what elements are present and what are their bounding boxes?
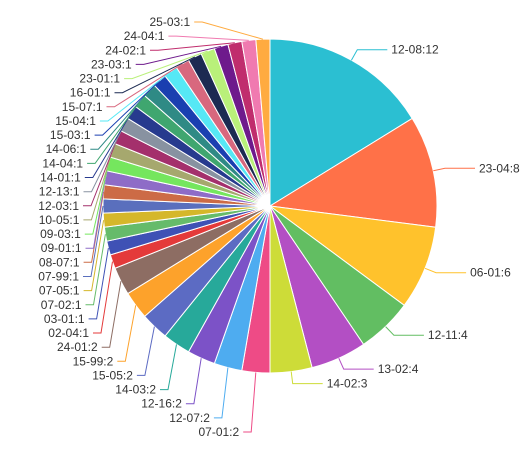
pie-label-14-04: 14-04:1 bbox=[42, 156, 83, 170]
pie-label-07-02: 07-02:1 bbox=[41, 298, 82, 312]
pie-label-02-04: 02-04:1 bbox=[48, 326, 89, 340]
leader-line-12-03 bbox=[83, 137, 119, 207]
pie-label-25-03: 25-03:1 bbox=[149, 15, 190, 29]
leader-line-09-01 bbox=[85, 177, 106, 249]
pie-leader-lines bbox=[83, 21, 475, 433]
leader-line-14-02 bbox=[290, 371, 323, 385]
pie-label-23-01: 23-01:1 bbox=[79, 72, 120, 86]
leader-line-15-07 bbox=[106, 63, 183, 108]
pie-label-07-05: 07-05:1 bbox=[39, 284, 80, 298]
pie-label-07-99: 07-99:1 bbox=[38, 270, 79, 284]
pie-label-10-05: 10-05:1 bbox=[39, 213, 80, 227]
pie-label-12-03: 12-03:1 bbox=[38, 199, 79, 213]
pie-label-12-07: 12-07:2 bbox=[169, 411, 210, 425]
leader-line-25-03 bbox=[194, 21, 264, 40]
pie-label-23-03: 23-03:1 bbox=[91, 57, 132, 71]
pie-label-12-16: 12-16:2 bbox=[141, 397, 182, 411]
leader-line-15-99 bbox=[117, 305, 137, 362]
pie-labels: 12-08:12 23-04:8 06-01:6 12-11:4 13-02:4 14-0… bbox=[38, 15, 520, 439]
leader-line-15-03 bbox=[94, 80, 161, 136]
leader-line-14-04 bbox=[87, 100, 141, 164]
pie-label-15-05: 15-05:2 bbox=[92, 368, 133, 382]
leader-line-14-03 bbox=[160, 344, 177, 391]
leader-line-23-03 bbox=[135, 45, 222, 65]
pie-label-12-11: 12-11:4 bbox=[428, 328, 468, 342]
leader-line-06-01 bbox=[424, 267, 467, 274]
pie-label-23-04: 23-04:8 bbox=[479, 161, 520, 175]
pie-label-15-99: 15-99:2 bbox=[73, 354, 114, 368]
leader-line-02-04 bbox=[93, 261, 113, 334]
leader-line-12-07 bbox=[213, 367, 229, 419]
leader-line-09-03 bbox=[84, 163, 109, 235]
pie-label-15-03: 15-03:1 bbox=[50, 128, 91, 142]
leader-line-24-01 bbox=[101, 281, 122, 348]
pie-label-09-01: 09-01:1 bbox=[41, 241, 82, 255]
leader-line-23-01 bbox=[124, 50, 208, 80]
pie-label-14-03: 14-03:2 bbox=[115, 383, 156, 397]
pie-label-12-13: 12-13:1 bbox=[39, 185, 80, 199]
pie-label-16-01: 16-01:1 bbox=[70, 86, 111, 100]
pie-label-24-04: 24-04:1 bbox=[124, 29, 165, 43]
leader-line-23-04 bbox=[433, 167, 475, 172]
leader-line-15-04 bbox=[99, 71, 172, 122]
pie-label-14-06: 14-06:1 bbox=[46, 142, 87, 156]
leader-line-03-01 bbox=[88, 248, 109, 320]
pie-label-24-02: 24-02:1 bbox=[105, 43, 146, 57]
pie-label-14-01: 14-01:1 bbox=[40, 171, 81, 185]
pie-label-15-07: 15-07:1 bbox=[62, 100, 103, 114]
pie-slice-23-04[interactable] bbox=[268, 117, 438, 228]
leader-line-24-04 bbox=[168, 35, 249, 41]
leader-line-15-05 bbox=[136, 326, 155, 376]
pie-label-14-02: 14-02:3 bbox=[327, 377, 368, 391]
pie-label-06-01: 06-01:6 bbox=[470, 266, 511, 280]
leader-line-07-02 bbox=[85, 234, 106, 306]
leader-line-16-01 bbox=[114, 56, 196, 94]
leader-line-14-06 bbox=[90, 90, 150, 150]
leader-line-07-01 bbox=[243, 372, 257, 433]
leader-line-24-02 bbox=[150, 42, 235, 51]
leader-line-07-05 bbox=[83, 220, 105, 292]
leader-line-12-11 bbox=[385, 326, 424, 336]
pie-label-09-03: 09-03:1 bbox=[40, 227, 81, 241]
pie-label-08-07: 08-07:1 bbox=[39, 255, 80, 269]
leader-line-07-99 bbox=[83, 205, 104, 277]
pie-label-07-01: 07-01:2 bbox=[198, 425, 239, 439]
pie-label-15-04: 15-04:1 bbox=[55, 114, 96, 128]
pie-label-03-01: 03-01:1 bbox=[44, 312, 85, 326]
leader-line-13-02 bbox=[338, 357, 374, 370]
leader-line-12-13 bbox=[83, 124, 125, 193]
pie-label-24-01: 24-01:2 bbox=[57, 340, 98, 354]
pie-slices bbox=[102, 38, 438, 374]
leader-line-12-08 bbox=[350, 49, 388, 61]
leader-line-14-01 bbox=[84, 112, 133, 178]
leader-line-12-16 bbox=[185, 358, 202, 405]
leader-line-08-07 bbox=[83, 191, 105, 263]
leader-line-10-05 bbox=[83, 150, 113, 221]
pie-label-12-08: 12-08:12 bbox=[391, 43, 439, 57]
pie-label-13-02: 13-02:4 bbox=[378, 362, 419, 376]
